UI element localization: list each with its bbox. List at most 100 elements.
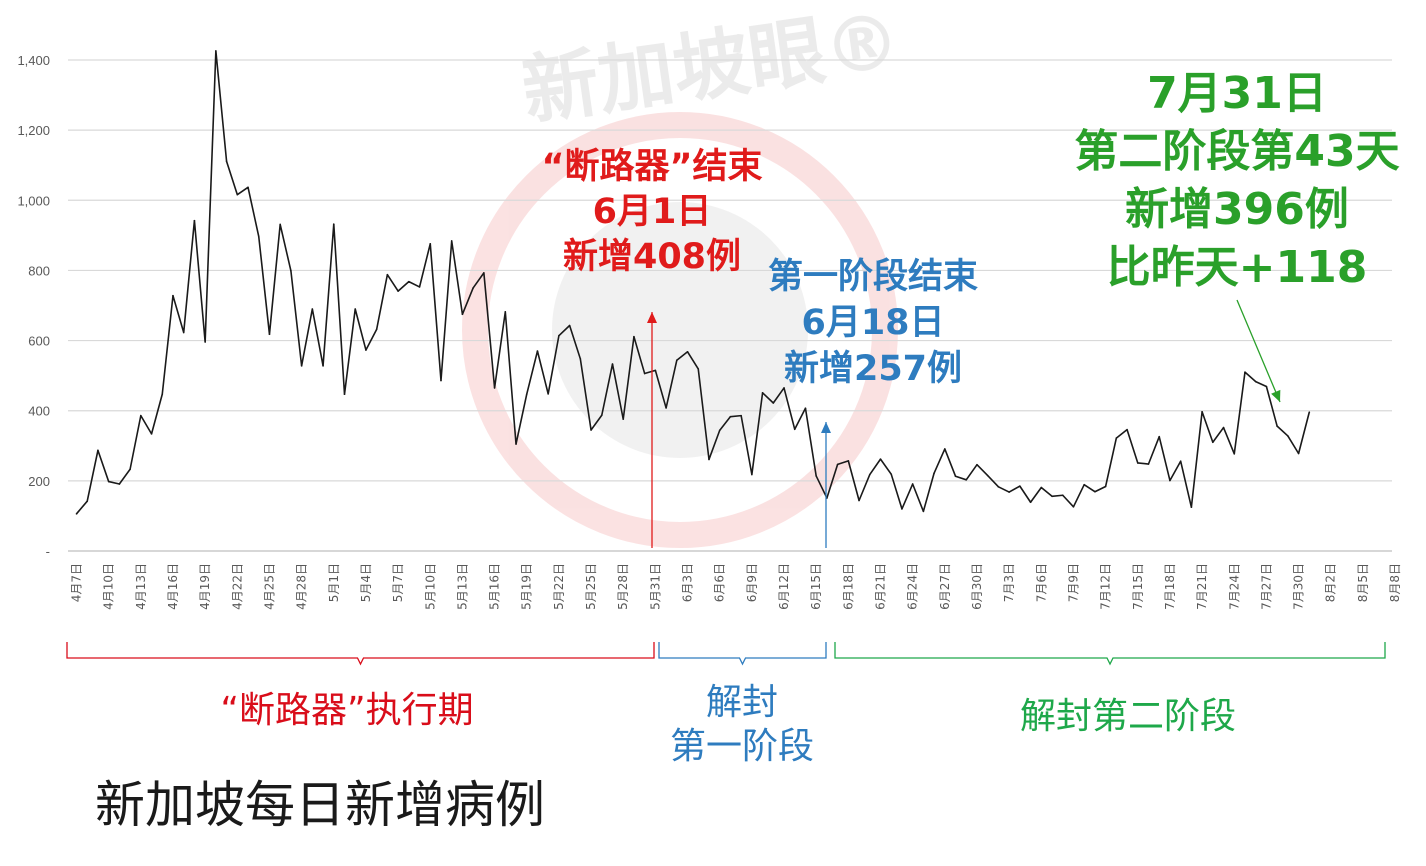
data-point bbox=[997, 486, 1000, 488]
data-point bbox=[1212, 441, 1214, 444]
data-point bbox=[182, 331, 185, 334]
data-point bbox=[611, 363, 614, 365]
x-tick-label: 6月30日 bbox=[970, 563, 984, 610]
data-point bbox=[568, 324, 571, 327]
x-tick-label: 6月27日 bbox=[938, 563, 952, 610]
period-label: “断路器”执行期 bbox=[220, 690, 473, 731]
data-point bbox=[536, 350, 539, 352]
x-tick-label: 6月18日 bbox=[841, 563, 855, 610]
data-point bbox=[1276, 425, 1278, 427]
data-point bbox=[1040, 486, 1043, 489]
data-point bbox=[225, 160, 228, 163]
data-point bbox=[708, 458, 710, 461]
data-point bbox=[332, 223, 335, 225]
series-line bbox=[75, 50, 1311, 515]
annotation-text: 新增396例 bbox=[1125, 184, 1349, 235]
data-point bbox=[622, 418, 625, 420]
data-point bbox=[215, 50, 217, 52]
x-tick-label: 7月21日 bbox=[1195, 563, 1209, 610]
data-point bbox=[1158, 435, 1161, 438]
x-tick-label: 5月25日 bbox=[584, 563, 598, 610]
data-point bbox=[643, 372, 646, 375]
x-tick-label: 8月5日 bbox=[1356, 563, 1370, 602]
data-point bbox=[343, 393, 346, 396]
annotation-text: “断路器”结束 bbox=[541, 147, 762, 187]
x-tick-label: 4月13日 bbox=[134, 563, 148, 610]
x-tick-label: 7月3日 bbox=[1002, 563, 1016, 602]
data-point bbox=[247, 186, 249, 189]
period-bracket bbox=[658, 642, 827, 666]
data-point bbox=[858, 499, 860, 502]
data-point bbox=[890, 473, 893, 475]
annotation-text: 新增408例 bbox=[563, 237, 741, 277]
data-point bbox=[204, 341, 206, 343]
y-tick-label: 600 bbox=[28, 334, 50, 349]
data-point bbox=[654, 369, 657, 372]
data-point bbox=[1201, 410, 1203, 413]
data-point bbox=[1297, 452, 1300, 455]
x-tick-label: 5月19日 bbox=[520, 563, 534, 610]
data-point bbox=[1287, 435, 1289, 437]
data-point bbox=[1019, 485, 1021, 487]
x-tick-label: 7月9日 bbox=[1066, 563, 1080, 602]
data-point bbox=[665, 407, 667, 409]
annotation-text: 新增257例 bbox=[784, 349, 962, 389]
x-tick-label: 6月6日 bbox=[713, 563, 727, 602]
data-point bbox=[1029, 501, 1032, 504]
data-point bbox=[461, 313, 464, 316]
data-point bbox=[1115, 437, 1118, 439]
x-tick-label: 8月2日 bbox=[1324, 563, 1338, 602]
x-tick-label: 6月24日 bbox=[906, 563, 920, 610]
x-tick-label: 4月10日 bbox=[102, 563, 116, 610]
x-axis: 4月7日 4月10日 4月13日 4月16日 4月19日 4月22日 4月25日 4月28日 5… bbox=[70, 563, 1403, 610]
data-point bbox=[718, 429, 721, 432]
data-point bbox=[300, 365, 303, 367]
data-point bbox=[75, 513, 78, 515]
data-point bbox=[965, 479, 968, 481]
data-point bbox=[676, 359, 678, 362]
x-tick-label: 7月12日 bbox=[1099, 563, 1113, 610]
data-point bbox=[836, 463, 839, 466]
y-tick-label: 800 bbox=[28, 263, 50, 278]
data-point bbox=[1147, 463, 1150, 465]
series-layer bbox=[75, 50, 1311, 515]
x-tick-label: 4月16日 bbox=[166, 563, 180, 610]
data-point bbox=[686, 350, 689, 353]
period-bracket bbox=[834, 642, 1386, 666]
period-label: 解封第二阶段 bbox=[1020, 696, 1236, 737]
annotation-text: 第一阶段结束 bbox=[768, 256, 978, 297]
data-point bbox=[1136, 462, 1139, 464]
x-tick-label: 7月18日 bbox=[1163, 563, 1177, 610]
x-tick-label: 7月6日 bbox=[1034, 563, 1048, 602]
data-point bbox=[954, 475, 957, 478]
data-point bbox=[418, 286, 421, 288]
data-point bbox=[729, 415, 732, 418]
data-point bbox=[429, 242, 432, 245]
data-point bbox=[1061, 494, 1064, 497]
data-point bbox=[1233, 453, 1236, 455]
data-point bbox=[793, 428, 796, 431]
data-point bbox=[386, 273, 389, 276]
data-point bbox=[761, 392, 764, 394]
annotation-text: 7月31日 bbox=[1147, 68, 1327, 119]
data-point bbox=[922, 510, 925, 513]
data-point bbox=[911, 483, 914, 485]
x-tick-label: 7月27日 bbox=[1259, 563, 1273, 610]
data-point bbox=[772, 402, 775, 404]
data-point bbox=[976, 463, 978, 466]
annotation-arrowhead bbox=[821, 422, 831, 433]
data-point bbox=[397, 290, 399, 292]
data-point bbox=[1254, 380, 1257, 383]
period-bracket bbox=[66, 642, 655, 666]
data-point bbox=[290, 269, 292, 272]
data-point bbox=[804, 407, 807, 410]
data-point bbox=[504, 311, 507, 313]
data-point bbox=[1008, 491, 1010, 493]
y-tick-label: 1,200 bbox=[17, 123, 50, 138]
data-point bbox=[1072, 506, 1075, 508]
annotation-text: 6月18日 bbox=[801, 303, 944, 343]
data-point bbox=[515, 443, 517, 445]
data-point bbox=[579, 358, 582, 360]
x-tick-label: 4月19日 bbox=[198, 563, 212, 610]
